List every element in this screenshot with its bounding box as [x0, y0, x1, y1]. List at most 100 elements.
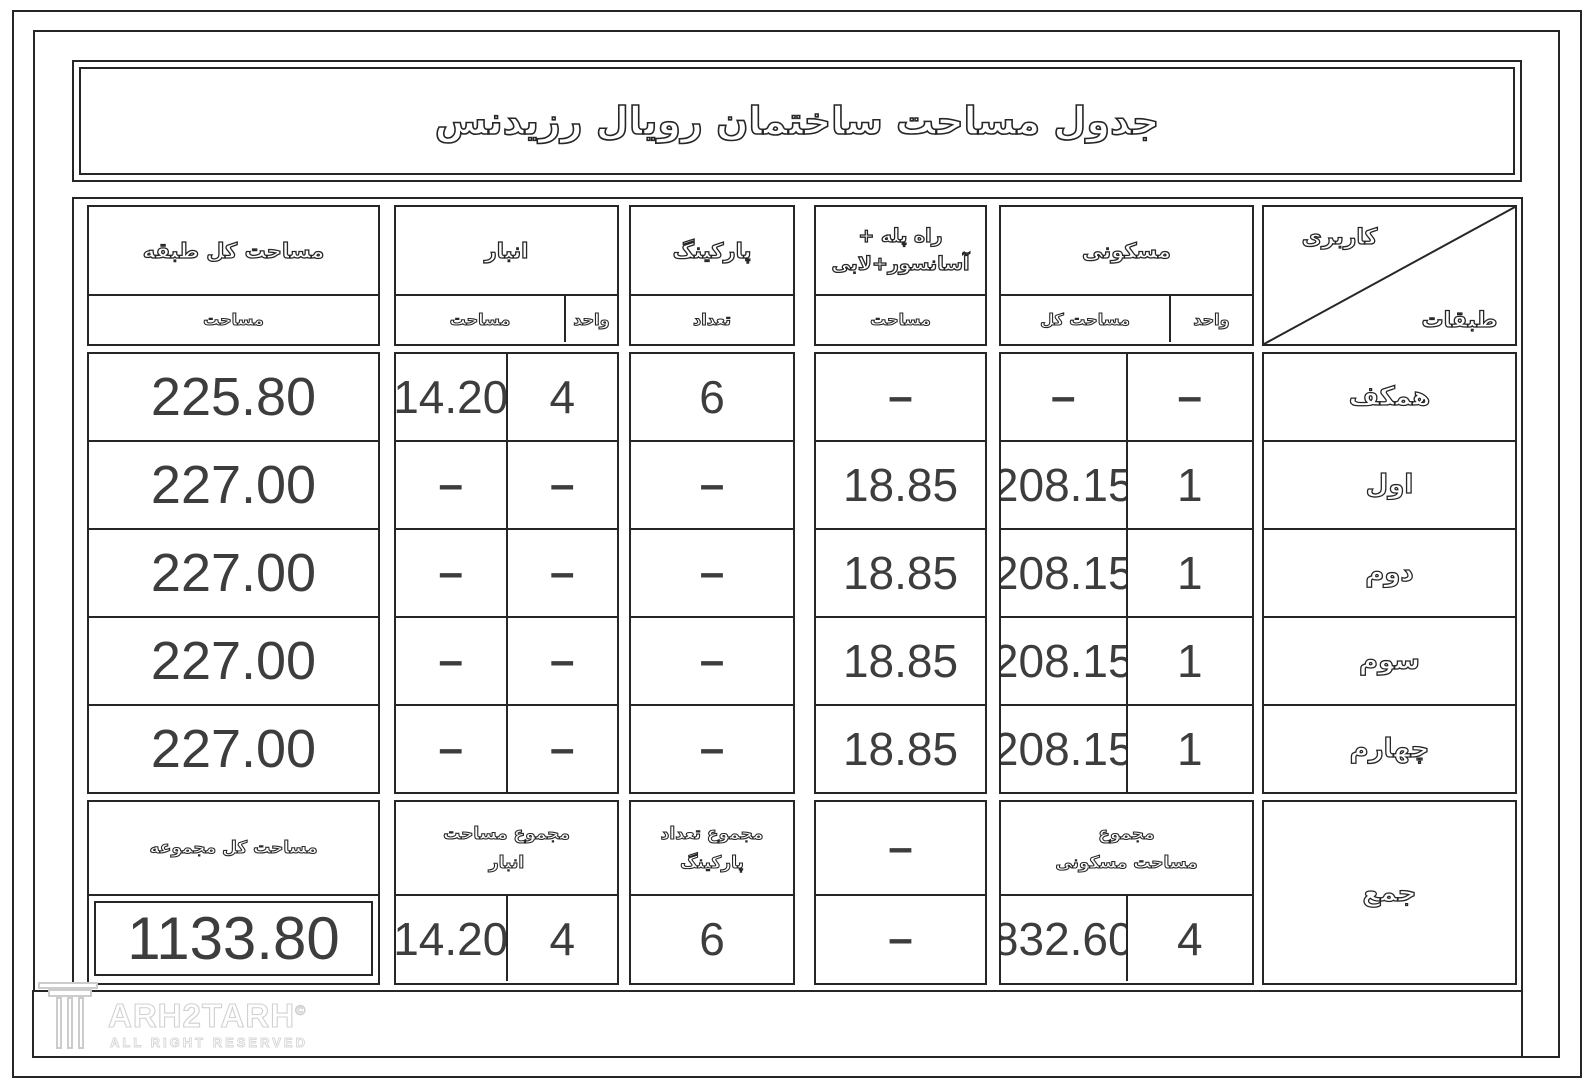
residential-total-area: 832.60 [1001, 912, 1126, 965]
column-parking: پارکینگ تعداد 6 – – – – مجموع تعداد پارک… [629, 199, 795, 990]
diagonal-divider-line [1264, 207, 1515, 344]
page-outer-border [12, 10, 1582, 1078]
storage-unit-value: – [550, 460, 575, 509]
table-row: 18.85 [816, 442, 985, 530]
parking-count-value: – [699, 636, 725, 685]
title-block: جدول مساحت ساختمان رویال رزیدنس [72, 60, 1522, 182]
residential-summary-label: مجموع [1098, 823, 1156, 844]
residential-data: – – 208.15 1 208.15 1 208.15 1 208.15 [999, 352, 1254, 794]
storage-unit-value: 4 [549, 371, 576, 423]
parking-summary-label: مجموع تعداد [660, 823, 764, 844]
stairs-area-value: 18.85 [842, 635, 959, 687]
table-row: – [631, 706, 793, 792]
table-row: چهارم [1264, 706, 1515, 792]
storage-header: انبار مساحت واحد [394, 205, 619, 346]
table-row: 18.85 [816, 530, 985, 618]
residential-summary-label: مساحت مسکونی [1055, 852, 1198, 873]
table-row: – [631, 442, 793, 530]
storage-area-value: – [438, 548, 463, 597]
total-floor-data: 225.80 227.00 227.00 227.00 227.00 [87, 352, 380, 794]
floor-label: همکف [1348, 381, 1431, 412]
residential-sub-total: مساحت کل [1040, 309, 1131, 329]
table-row: همکف [1264, 354, 1515, 442]
parking-header: پارکینگ تعداد [629, 205, 795, 346]
total-floor-header: مساحت کل طبقه مساحت [87, 205, 380, 346]
column-floors: کاربری طبقات همکف اول دوم سوم چهارم جمع [1262, 199, 1517, 990]
logo-capital-bar [38, 982, 98, 989]
table-row: اول [1264, 442, 1515, 530]
sheet-title: جدول مساحت ساختمان رویال رزیدنس [434, 98, 1160, 144]
floor-label: دوم [1365, 557, 1415, 588]
table-row: 208.15 1 [1001, 618, 1252, 706]
table-row: – – [396, 442, 617, 530]
grand-total-value: 1133.80 [127, 905, 340, 972]
table-row: دوم [1264, 530, 1515, 618]
logo-capital-bar [48, 989, 92, 997]
area-table: مساحت کل طبقه مساحت 225.80 227.00 227.00… [72, 197, 1523, 992]
stairs-summary-value: – [888, 913, 913, 963]
storage-summary-label: انبار [488, 852, 525, 873]
residential-summary: مجموع مساحت مسکونی 832.60 4 [999, 800, 1254, 985]
corner-usage-label: کاربری [1301, 224, 1378, 250]
storage-summary-label: مجموع مساحت [443, 823, 571, 844]
total-floor-sub-area: مساحت [203, 309, 265, 329]
table-row: 227.00 [89, 706, 378, 792]
storage-sub-unit: واحد [573, 309, 610, 329]
storage-sub-area: مساحت [449, 309, 511, 329]
table-row: – – [396, 530, 617, 618]
stairs-area-value: – [888, 372, 913, 421]
table-row: 18.85 [816, 618, 985, 706]
stairs-sub-area: مساحت [870, 309, 932, 329]
table-row: 6 [631, 354, 793, 442]
residential-header: مسکونی مساحت کل واحد [999, 205, 1254, 346]
residential-unit-value: 1 [1176, 547, 1203, 599]
storage-unit-value: – [550, 548, 575, 597]
storage-data: 14.20 4 – – – – – – – – [394, 352, 619, 794]
stairs-summary-top: – [888, 823, 913, 872]
parking-title: پارکینگ [672, 238, 752, 263]
parking-data: 6 – – – – [629, 352, 795, 794]
parking-count-value: 6 [699, 371, 725, 423]
residential-title: مسکونی [1081, 238, 1171, 263]
parking-count-value: – [699, 548, 725, 597]
watermark-brand: ARH2TARH© [107, 996, 307, 1035]
residential-sub-unit: واحد [1193, 309, 1230, 329]
title-inner-frame: جدول مساحت ساختمان رویال رزیدنس [79, 67, 1515, 175]
table-row: 225.80 [89, 354, 378, 442]
parking-sub-count: تعداد [692, 309, 731, 329]
table-row: 208.15 1 [1001, 706, 1252, 792]
stairs-header: راه پله + آسانسور+لابی مساحت [814, 205, 987, 346]
table-row: 227.00 [89, 442, 378, 530]
residential-total-value: 208.15 [1001, 547, 1126, 599]
storage-summary: مجموع مساحت انبار 14.20 4 [394, 800, 619, 985]
storage-area-value: – [438, 724, 463, 773]
parking-summary-label: پارکینگ [680, 852, 745, 873]
corner-floors-label: طبقات [1421, 307, 1498, 334]
corner-header: کاربری طبقات [1262, 205, 1517, 346]
parking-total-count: 6 [699, 912, 725, 965]
storage-area-value: – [438, 460, 463, 509]
table-row: – – [396, 618, 617, 706]
table-row: 14.20 4 [396, 354, 617, 442]
storage-unit-value: – [550, 636, 575, 685]
total-floor-summary: مساحت کل مجموعه 1133.80 [87, 800, 380, 985]
stairs-summary: – – [814, 800, 987, 985]
floor-label: چهارم [1349, 733, 1430, 764]
table-row: سوم [1264, 618, 1515, 706]
logo-column-shaft [56, 997, 84, 1049]
column-residential: مسکونی مساحت کل واحد – – 208.15 1 208.15… [999, 199, 1254, 990]
floors-data: همکف اول دوم سوم چهارم [1262, 352, 1517, 794]
total-floor-title: مساحت کل طبقه [142, 238, 325, 263]
table-row: 227.00 [89, 530, 378, 618]
total-value: 227.00 [150, 543, 317, 603]
table-row: – – [1001, 354, 1252, 442]
stairs-area-value: 18.85 [842, 547, 959, 599]
column-total-floor-area: مساحت کل طبقه مساحت 225.80 227.00 227.00… [87, 199, 380, 990]
table-row: 208.15 1 [1001, 442, 1252, 530]
residential-unit-value: 1 [1176, 459, 1203, 511]
table-row: 18.85 [816, 706, 985, 792]
copyright-symbol: © [295, 1002, 307, 1019]
storage-total-area: 14.20 [396, 912, 506, 965]
parking-count-value: – [699, 460, 725, 509]
column-storage: انبار مساحت واحد 14.20 4 – – – – [394, 199, 619, 990]
